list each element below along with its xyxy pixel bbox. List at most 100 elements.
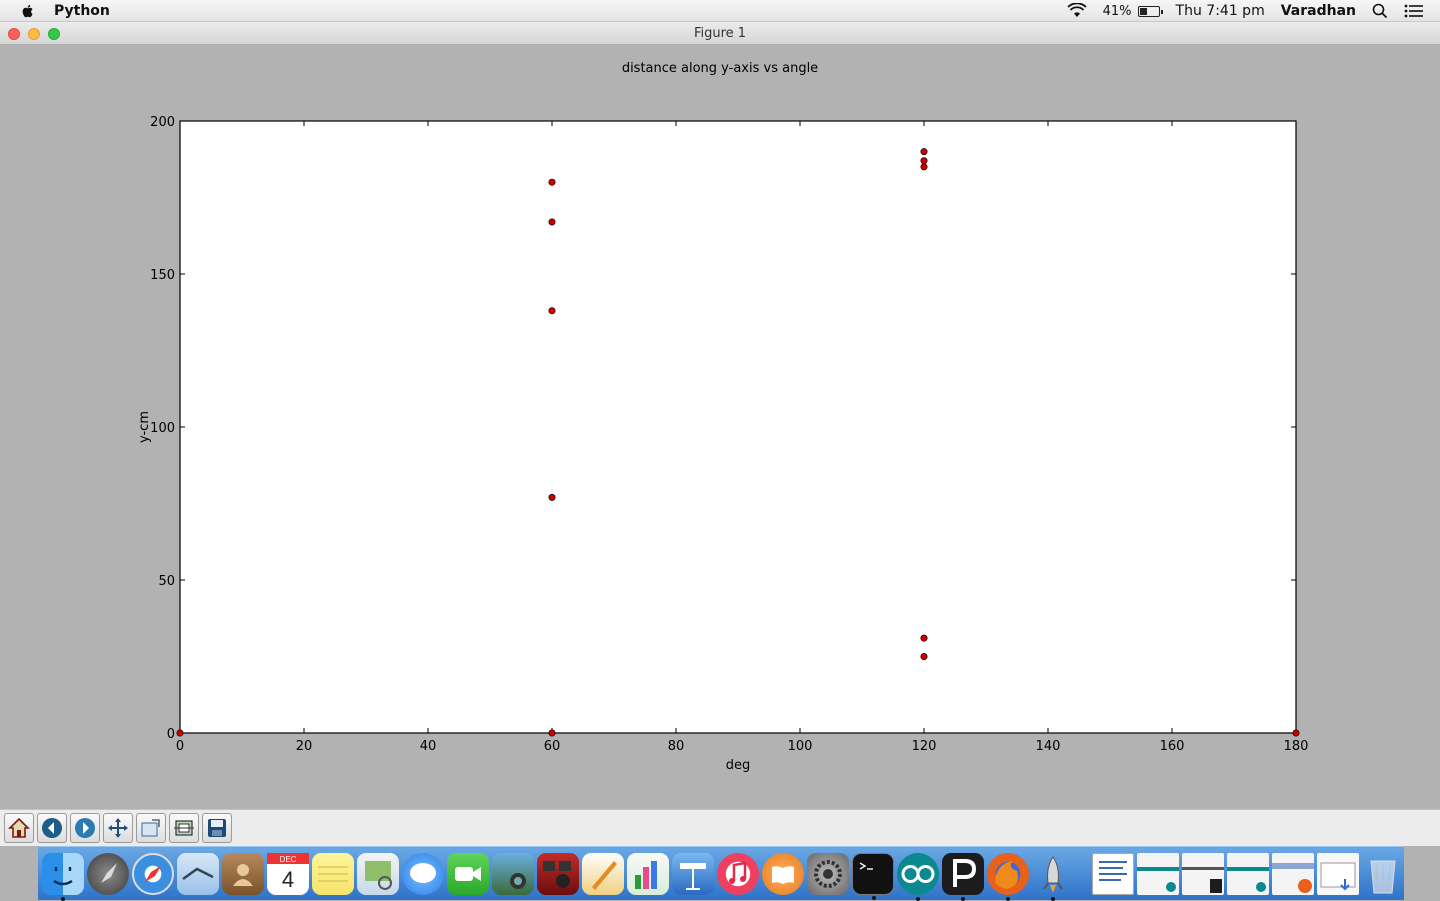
window-title: Figure 1 bbox=[693, 26, 747, 41]
forward-icon bbox=[75, 818, 95, 838]
home-icon bbox=[8, 817, 30, 838]
dock-arduino[interactable] bbox=[897, 852, 939, 901]
dock-processing[interactable] bbox=[942, 852, 984, 901]
battery-percent: 41% bbox=[1102, 3, 1132, 19]
data-point bbox=[920, 148, 928, 156]
dock-notes[interactable] bbox=[312, 852, 354, 895]
x-tick-label: 180 bbox=[1284, 739, 1309, 754]
back-icon bbox=[42, 818, 62, 838]
data-point bbox=[548, 178, 556, 186]
y-tick-label: 150 bbox=[150, 268, 175, 283]
minimize-window-button[interactable] bbox=[28, 28, 40, 40]
calendar-icon: DEC 4 bbox=[267, 852, 309, 892]
finder-icon bbox=[53, 866, 73, 885]
pan-icon bbox=[108, 818, 128, 838]
zoom-rect-button[interactable] bbox=[136, 813, 166, 843]
dock-facetime[interactable] bbox=[447, 852, 489, 895]
running-indicator bbox=[61, 896, 65, 901]
scatter-plot[interactable]: 0 20 40 60 80 100 120 140 160 180 0 50 100 150 200 deg… bbox=[0, 45, 1440, 809]
dock-minimized-window[interactable] bbox=[1272, 852, 1314, 895]
back-button[interactable] bbox=[37, 813, 67, 843]
spotlight-search-icon[interactable] bbox=[1372, 3, 1388, 19]
wifi-icon[interactable] bbox=[1067, 3, 1087, 19]
data-point bbox=[920, 163, 928, 171]
x-tick-label: 140 bbox=[1036, 739, 1061, 754]
dock-ibooks[interactable] bbox=[762, 852, 804, 895]
zoom-window-button[interactable] bbox=[48, 28, 60, 40]
figure-window: Figure 1 distance along y-axis vs angle … bbox=[0, 22, 1440, 846]
dock-preview[interactable] bbox=[357, 852, 399, 895]
dock-minimized-window[interactable] bbox=[1182, 852, 1224, 895]
downloads-stack-icon bbox=[1320, 862, 1356, 890]
system-preferences-icon bbox=[814, 859, 842, 888]
dock-finder[interactable] bbox=[42, 852, 84, 901]
configure-subplots-icon bbox=[174, 820, 194, 836]
minimized-arduino-window-icon bbox=[1227, 866, 1269, 892]
processing-icon bbox=[953, 858, 977, 887]
zoom-icon bbox=[141, 819, 160, 837]
figure-canvas[interactable]: distance along y-axis vs angle 0 20 40 60 80… bbox=[0, 45, 1440, 809]
ibooks-icon bbox=[772, 865, 794, 884]
dock-photo-booth[interactable] bbox=[537, 852, 579, 895]
dock-minimized-window[interactable] bbox=[1137, 852, 1179, 895]
messages-icon bbox=[410, 862, 436, 883]
apple-icon[interactable] bbox=[20, 3, 36, 19]
dock-numbers[interactable] bbox=[627, 852, 669, 895]
x-tick-label: 60 bbox=[544, 739, 561, 754]
close-window-button[interactable] bbox=[8, 28, 20, 40]
configure-subplots-button[interactable] bbox=[169, 813, 199, 843]
python-rocket-icon bbox=[1043, 855, 1063, 893]
battery-level-fill bbox=[1139, 7, 1147, 15]
dock-calendar[interactable]: DEC 4 bbox=[267, 852, 309, 895]
dock-trash[interactable] bbox=[1362, 853, 1404, 895]
x-tick-label: 80 bbox=[668, 739, 685, 754]
battery-status[interactable]: 41% bbox=[1102, 3, 1163, 19]
pages-icon bbox=[592, 860, 617, 890]
dock-document[interactable] bbox=[1092, 852, 1134, 895]
plot-area[interactable] bbox=[179, 120, 1297, 734]
keynote-icon bbox=[680, 862, 706, 890]
document-icon bbox=[1099, 860, 1127, 881]
home-button[interactable] bbox=[4, 813, 34, 843]
dock-system-preferences[interactable] bbox=[807, 852, 849, 895]
calendar-month: DEC bbox=[280, 855, 297, 864]
dock-contacts[interactable] bbox=[222, 852, 264, 895]
x-tick-label: 20 bbox=[296, 739, 313, 754]
app-menu-python[interactable]: Python bbox=[54, 2, 110, 19]
dock-safari[interactable] bbox=[132, 852, 174, 895]
dock-keynote[interactable] bbox=[672, 852, 714, 895]
dock-pages[interactable] bbox=[582, 852, 624, 895]
itunes-icon bbox=[729, 861, 747, 884]
photo-booth-icon bbox=[543, 860, 571, 888]
minimized-arduino-window-icon bbox=[1137, 866, 1179, 892]
data-point bbox=[548, 729, 556, 737]
data-point bbox=[920, 634, 928, 642]
forward-button[interactable] bbox=[70, 813, 100, 843]
iphoto-icon bbox=[510, 872, 526, 889]
y-axis-label: y-cm bbox=[137, 411, 152, 443]
chart-title: distance along y-axis vs angle bbox=[621, 61, 819, 76]
pan-button[interactable] bbox=[103, 813, 133, 843]
notification-center-icon[interactable] bbox=[1404, 4, 1424, 18]
data-point bbox=[1292, 729, 1300, 737]
running-indicator bbox=[1051, 896, 1055, 901]
dock-launchpad[interactable] bbox=[87, 852, 129, 895]
running-indicator bbox=[916, 896, 920, 901]
dock-terminal[interactable] bbox=[852, 852, 894, 900]
numbers-icon bbox=[635, 860, 657, 889]
dock-downloads-stack[interactable] bbox=[1317, 852, 1359, 895]
running-indicator bbox=[872, 895, 876, 900]
dock-firefox[interactable] bbox=[987, 852, 1029, 901]
running-indicator bbox=[1006, 896, 1010, 901]
dock-mail[interactable] bbox=[177, 852, 219, 895]
dock-itunes[interactable] bbox=[717, 852, 759, 895]
user-menu[interactable]: Varadhan bbox=[1280, 3, 1356, 19]
clock[interactable]: Thu 7:41 pm bbox=[1175, 3, 1265, 19]
dock-minimized-window[interactable] bbox=[1227, 852, 1269, 895]
notes-icon bbox=[318, 866, 348, 881]
save-figure-button[interactable] bbox=[202, 813, 232, 843]
dock-iphoto[interactable] bbox=[492, 852, 534, 895]
dock-python-launcher[interactable] bbox=[1032, 853, 1074, 901]
window-titlebar[interactable]: Figure 1 bbox=[0, 22, 1440, 45]
dock-messages[interactable] bbox=[402, 852, 444, 895]
